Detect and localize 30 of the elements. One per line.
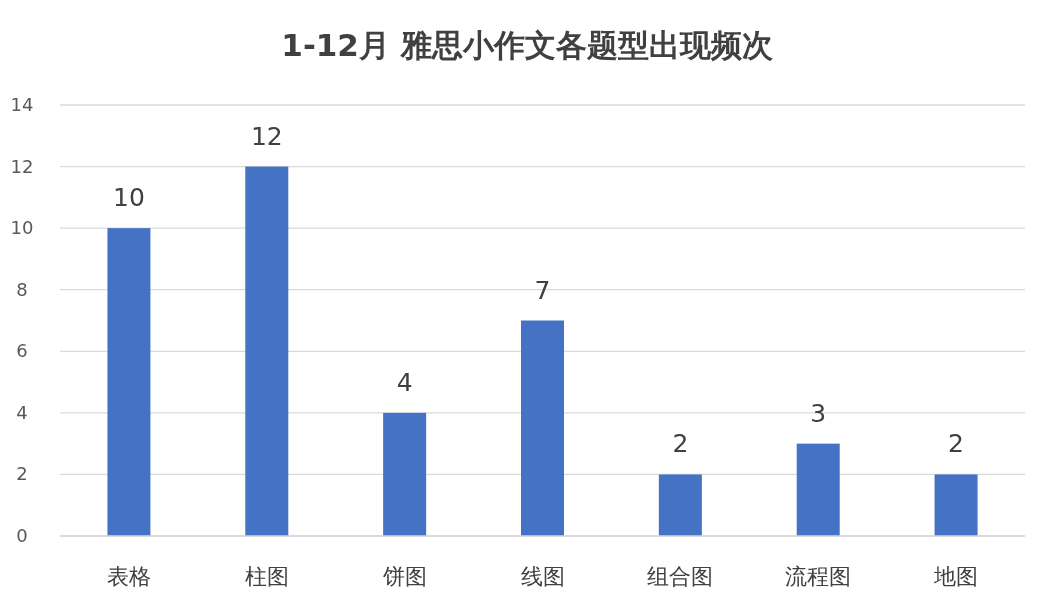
y-tick-label: 8 — [16, 278, 28, 300]
bar — [245, 166, 289, 536]
bar — [796, 443, 840, 536]
data-label: 10 — [113, 183, 145, 213]
x-tick-label: 流程图 — [785, 564, 852, 589]
y-tick-label: 4 — [16, 401, 28, 423]
x-tick-label: 地图 — [933, 564, 979, 589]
y-tick-label: 14 — [10, 94, 34, 115]
data-label: 12 — [250, 121, 283, 151]
chart-title: 1-12月 雅思小作文各题型出现频次 — [281, 27, 773, 63]
y-tick-label: 10 — [10, 217, 34, 239]
data-label: 3 — [810, 398, 827, 428]
x-tick-label: 表格 — [106, 564, 151, 589]
data-label: 2 — [672, 429, 689, 459]
bar — [107, 228, 151, 536]
y-tick-label: 2 — [16, 463, 28, 485]
y-tick-label: 0 — [16, 525, 28, 546]
bar — [521, 320, 564, 536]
data-label: 4 — [396, 367, 413, 397]
data-label: 7 — [534, 275, 551, 305]
bar — [934, 474, 978, 536]
data-label: 2 — [948, 429, 965, 459]
bar — [658, 474, 702, 536]
x-tick-label: 饼图 — [381, 564, 427, 589]
bar — [383, 412, 427, 536]
x-tick-label: 柱图 — [244, 564, 289, 589]
x-tick-label: 组合图 — [647, 564, 714, 589]
y-tick-label: 6 — [16, 340, 28, 362]
x-tick-label: 线图 — [520, 564, 565, 589]
y-tick-label: 12 — [10, 155, 34, 177]
